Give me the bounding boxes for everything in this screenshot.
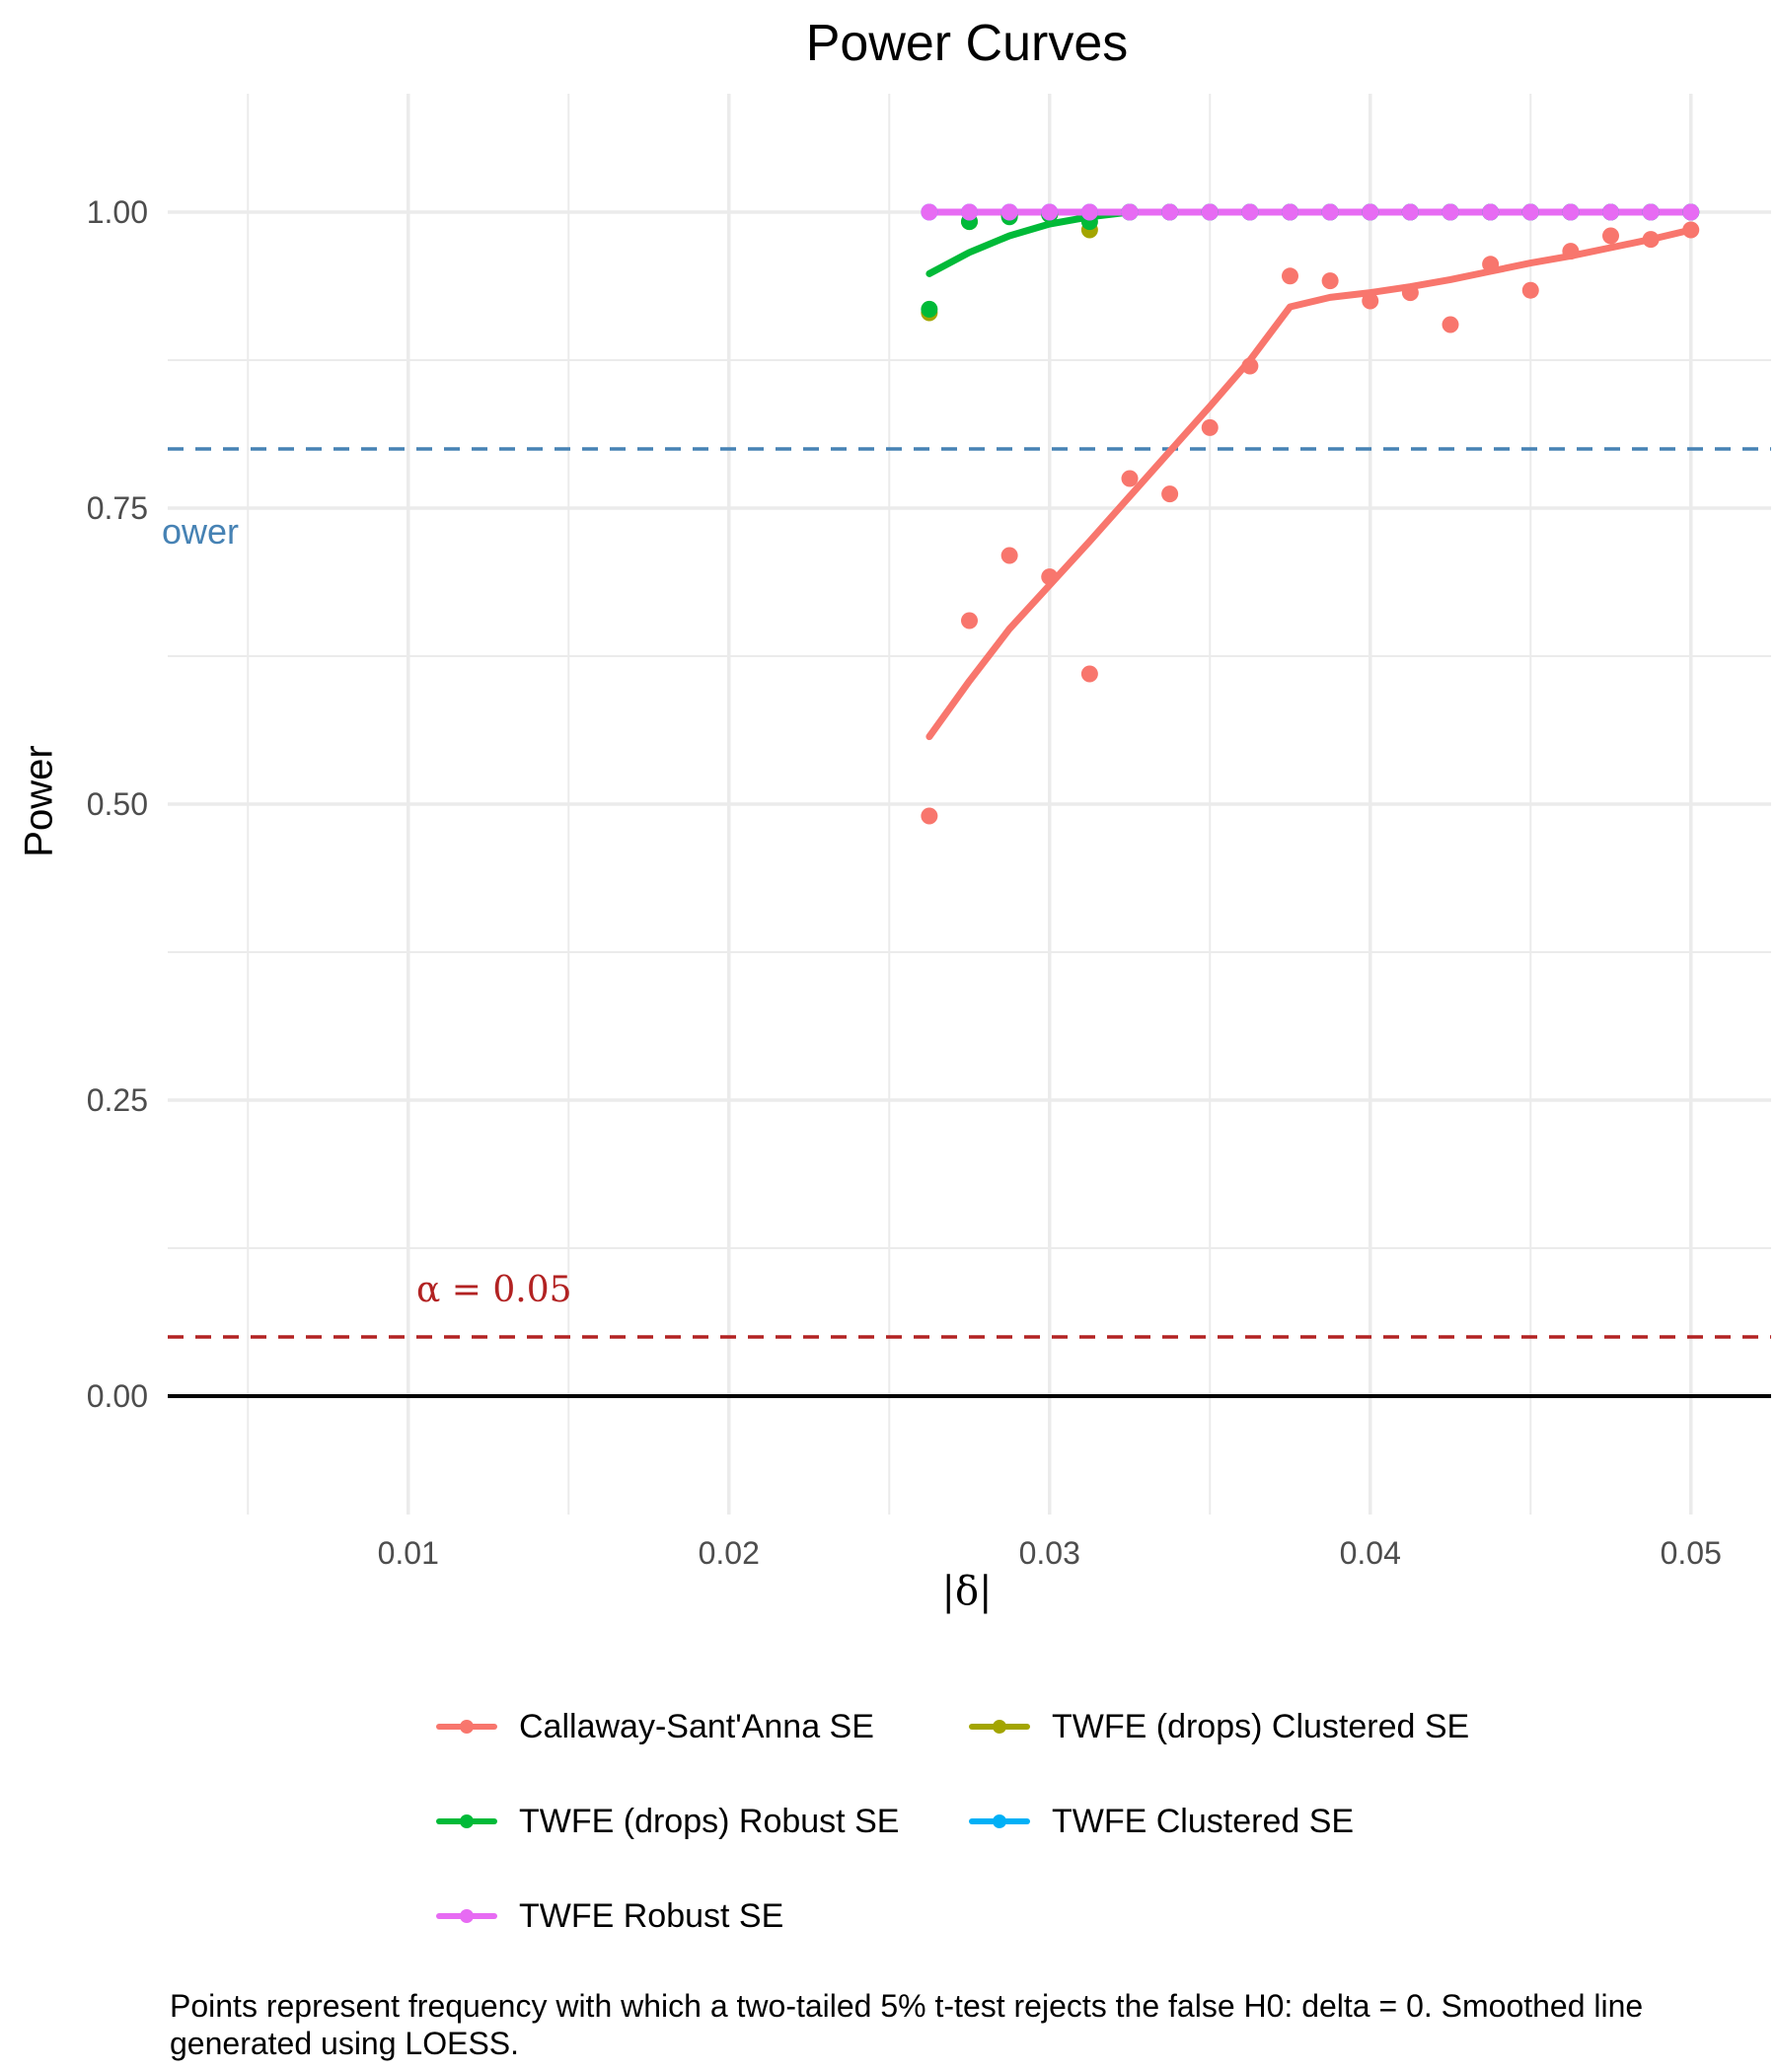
data-point — [1602, 203, 1619, 221]
data-point — [1121, 470, 1139, 487]
caption: Points represent frequency with which a … — [170, 1988, 1644, 2061]
y-tick-label: 0.25 — [87, 1082, 148, 1118]
legend-label: TWFE (drops) Clustered SE — [1052, 1707, 1470, 1745]
smooth-line — [925, 226, 1695, 741]
data-point — [1241, 203, 1259, 221]
data-point — [921, 300, 938, 318]
data-point — [1241, 357, 1259, 375]
data-point — [1161, 203, 1179, 221]
annotations: ower α = 0.05 — [162, 511, 572, 1310]
data-point — [1041, 568, 1059, 586]
legend-label: TWFE (drops) Robust SE — [519, 1802, 900, 1840]
data-points — [921, 203, 1700, 825]
data-point — [1000, 203, 1018, 221]
reference-lines — [168, 447, 1771, 1398]
data-point — [1442, 203, 1459, 221]
alpha-annotation: α = 0.05 — [416, 1270, 572, 1310]
legend-item: TWFE Robust SE — [424, 1887, 783, 1946]
data-point — [961, 203, 978, 221]
y-tick-label: 0.75 — [87, 490, 148, 526]
data-point — [1080, 665, 1098, 683]
legend-key — [957, 1697, 1042, 1756]
legend-key — [424, 1697, 509, 1756]
x-tick-label: 0.01 — [378, 1535, 439, 1571]
data-point — [1401, 284, 1419, 302]
legend-item: TWFE (drops) Clustered SE — [957, 1697, 1469, 1756]
legend-item: TWFE Clustered SE — [957, 1792, 1354, 1851]
data-point — [1321, 203, 1339, 221]
x-tick-label: 0.04 — [1340, 1535, 1401, 1571]
y-axis-label: Power — [17, 745, 61, 857]
plot-area: 0.01 0.02 0.03 0.04 0.05 0.00 0.25 0.50 0.75 1.00… — [87, 94, 1771, 1571]
legend-key — [957, 1792, 1042, 1851]
legend-key-point — [993, 1814, 1006, 1828]
smooth-line — [925, 208, 1695, 277]
data-point — [1401, 203, 1419, 221]
x-axis-label: |δ| — [941, 1569, 993, 1614]
data-point — [1362, 292, 1379, 310]
legend-key — [424, 1792, 509, 1851]
legend-key-point — [460, 1814, 474, 1828]
data-point — [1201, 203, 1219, 221]
legend-label: TWFE Clustered SE — [1052, 1802, 1355, 1840]
chart-title: Power Curves — [805, 15, 1129, 72]
smooth-lines — [925, 208, 1695, 741]
data-point — [1362, 203, 1379, 221]
x-tick-label: 0.05 — [1661, 1535, 1722, 1571]
data-point — [1000, 547, 1018, 564]
data-point — [1201, 418, 1219, 436]
data-point — [1442, 316, 1459, 333]
data-point — [1521, 203, 1539, 221]
data-point — [1041, 203, 1059, 221]
legend-item: TWFE (drops) Robust SE — [424, 1792, 899, 1851]
data-point — [1482, 256, 1500, 273]
legend-label: Callaway-Sant'Anna SE — [519, 1707, 874, 1745]
y-tick-label: 0.50 — [87, 786, 148, 822]
legend-key — [424, 1887, 509, 1946]
data-point — [1282, 203, 1298, 221]
data-point — [1121, 203, 1139, 221]
tick-labels: 0.01 0.02 0.03 0.04 0.05 0.00 0.25 0.50 0.75 1.00 — [87, 194, 1722, 1571]
y-tick-label: 0.00 — [87, 1378, 148, 1414]
data-point — [1282, 267, 1298, 285]
data-point — [1080, 203, 1098, 221]
data-point — [1682, 221, 1700, 239]
y-tick-label: 1.00 — [87, 194, 148, 230]
data-point — [921, 807, 938, 825]
data-point — [1161, 485, 1179, 503]
data-point — [1321, 272, 1339, 290]
data-point — [1562, 243, 1580, 260]
legend-item: Callaway-Sant'Anna SE — [424, 1697, 874, 1756]
legend-key-point — [993, 1720, 1006, 1734]
data-point — [1642, 231, 1660, 249]
data-point — [961, 612, 978, 629]
legend-key-point — [460, 1909, 474, 1923]
data-point — [1642, 203, 1660, 221]
legend-key-point — [460, 1720, 474, 1734]
x-tick-label: 0.02 — [699, 1535, 760, 1571]
data-point — [1562, 203, 1580, 221]
x-tick-label: 0.03 — [1019, 1535, 1080, 1571]
data-point — [921, 203, 938, 221]
data-point — [1482, 203, 1500, 221]
data-point — [1521, 281, 1539, 299]
data-point — [1682, 203, 1700, 221]
data-point — [1602, 227, 1619, 245]
legend-label: TWFE Robust SE — [519, 1896, 784, 1935]
power-annotation: ower — [162, 511, 239, 552]
